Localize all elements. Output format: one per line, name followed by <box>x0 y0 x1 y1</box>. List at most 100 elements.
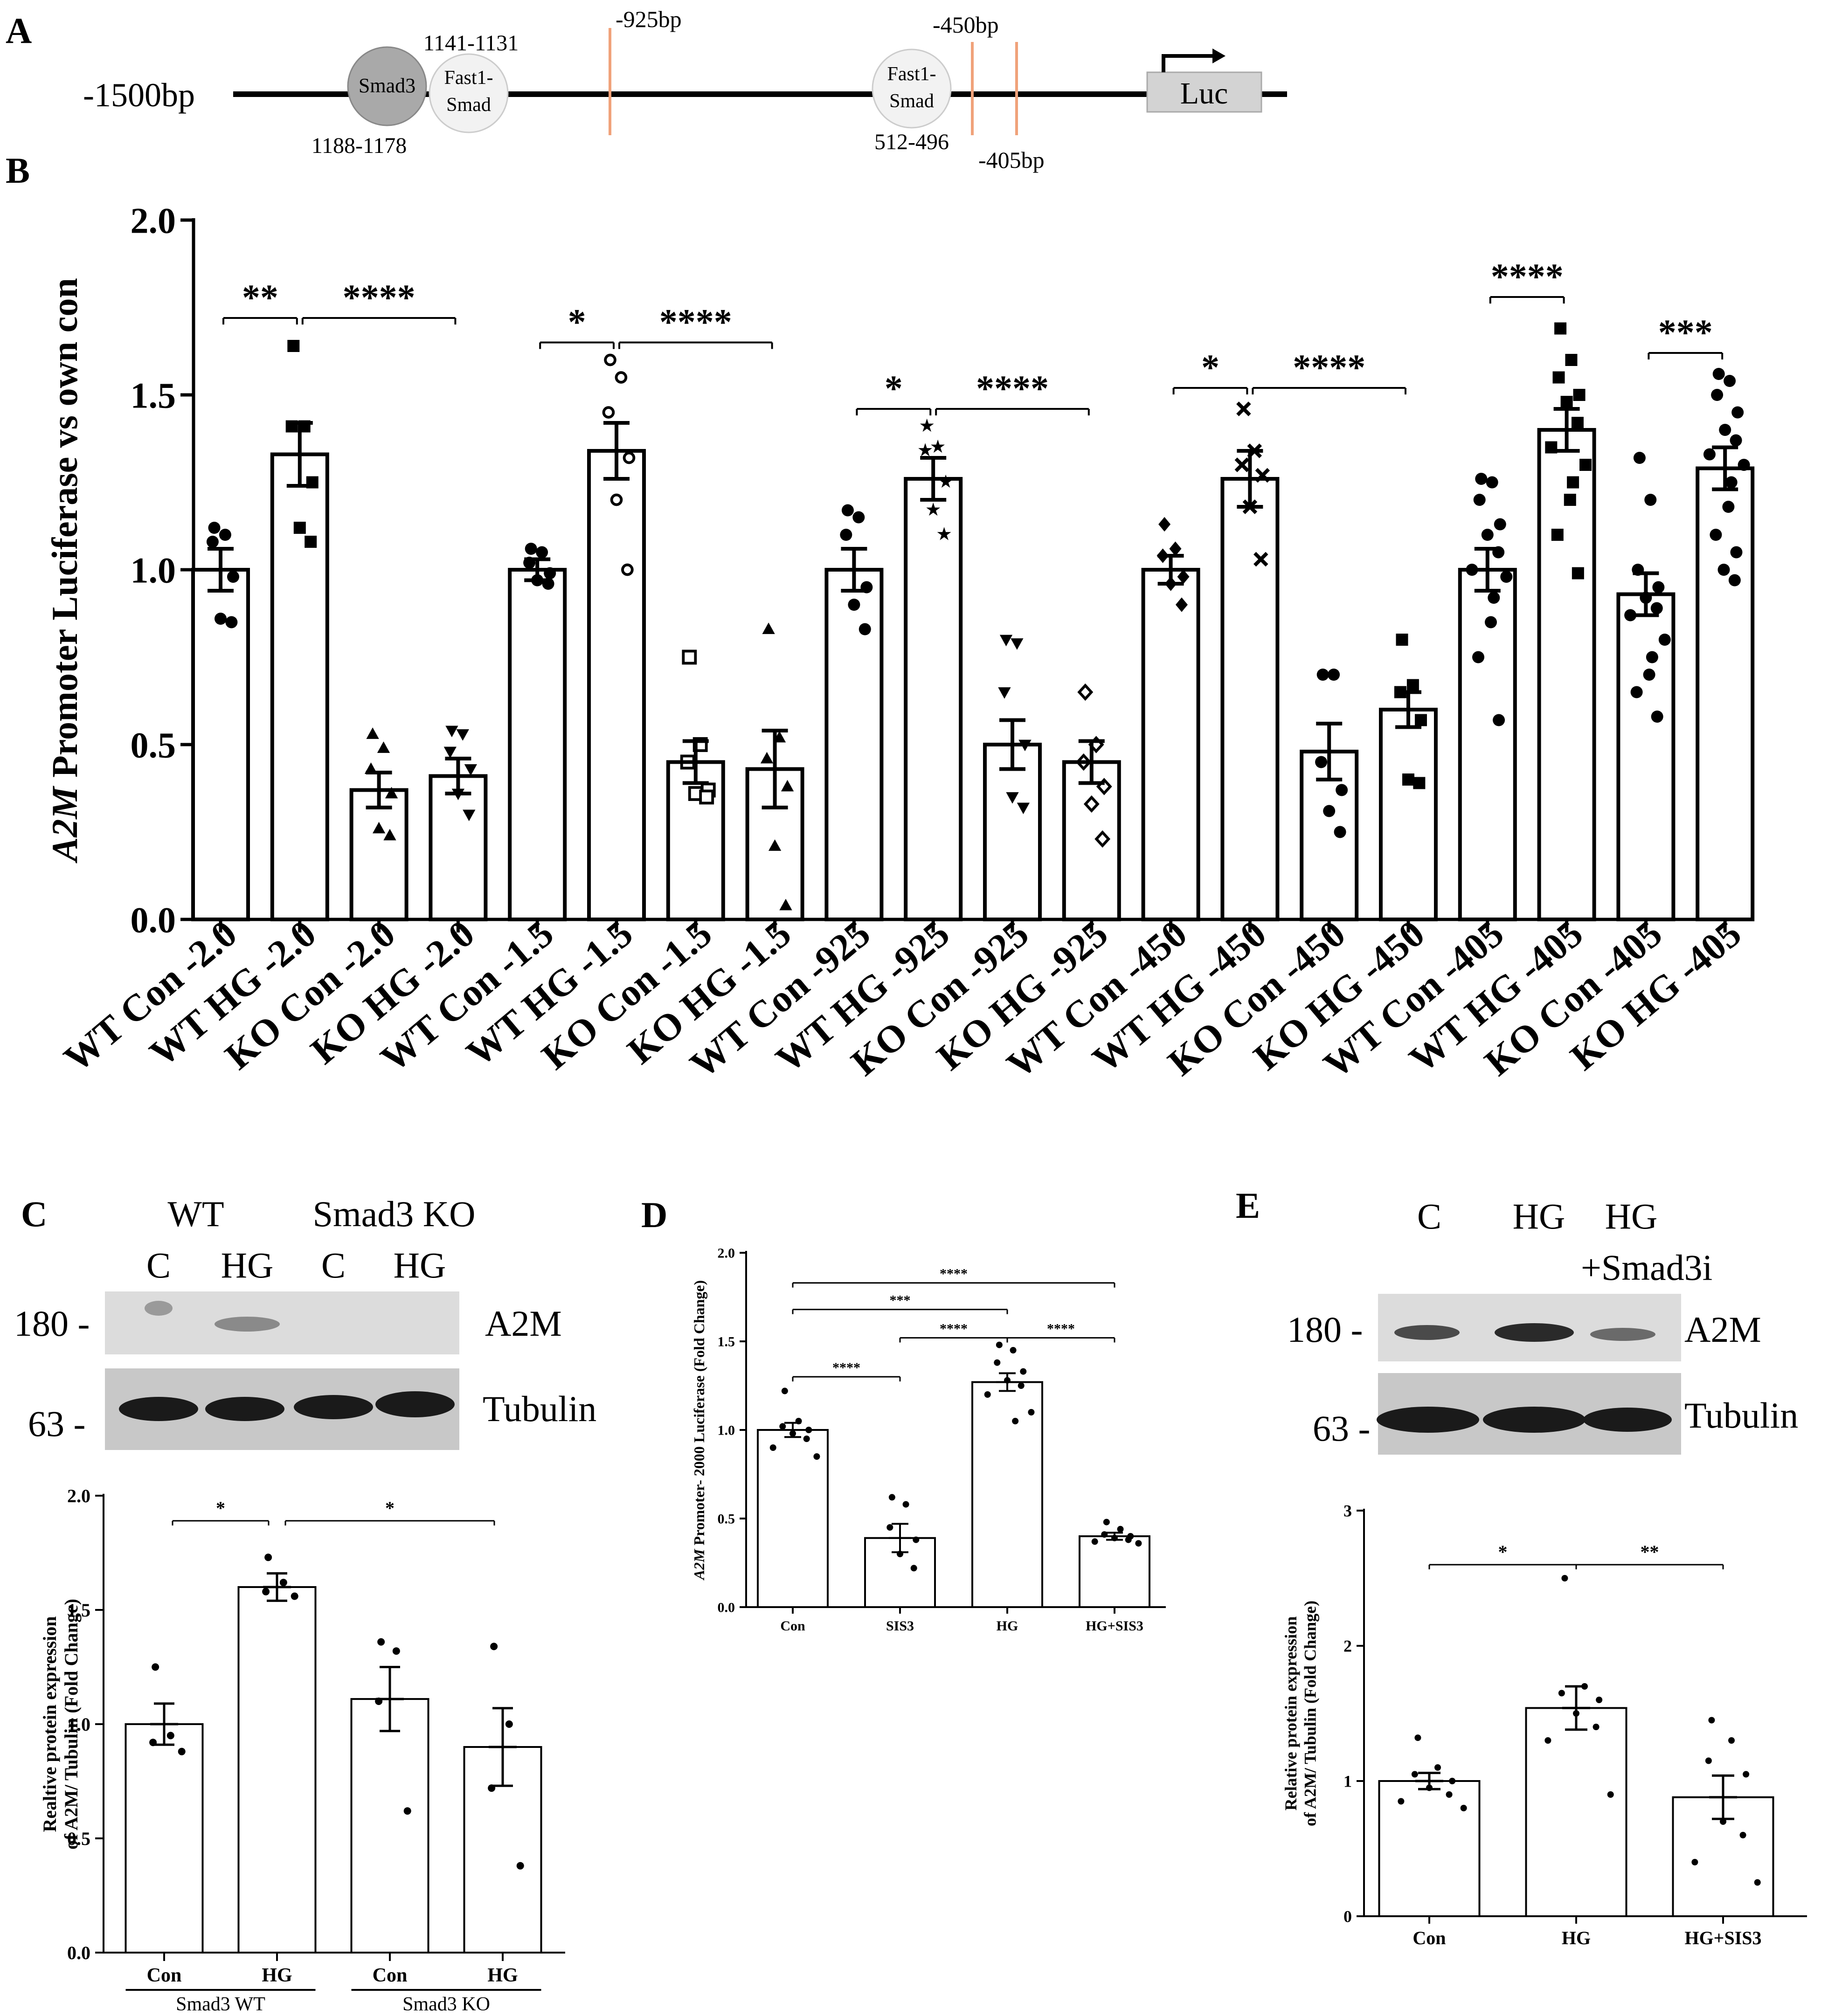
data-point <box>1731 406 1744 419</box>
data-point <box>403 1807 411 1815</box>
data-point <box>994 1359 1001 1366</box>
category-label: HG <box>487 1965 518 1986</box>
data-point <box>377 741 390 753</box>
data-point <box>1411 1771 1418 1778</box>
blot-c-tubulin-band-3 <box>294 1395 373 1419</box>
y-tick-label: 0.5 <box>131 725 176 765</box>
bar <box>587 449 646 921</box>
data-point <box>279 1579 287 1587</box>
data-point <box>1334 826 1346 838</box>
data-point <box>1460 1805 1467 1811</box>
panel-label-a: A <box>6 10 32 51</box>
data-point <box>1633 452 1646 464</box>
data-point <box>1579 459 1592 471</box>
data-point <box>264 1553 272 1561</box>
y-tick-label: 1.5 <box>67 1600 90 1621</box>
data-point <box>1711 389 1724 401</box>
fast1-site-label-1a: Fast1- <box>444 67 493 89</box>
data-point <box>999 635 1013 647</box>
category-label: Con <box>780 1618 805 1634</box>
data-point <box>1710 529 1722 541</box>
data-point <box>910 1565 917 1572</box>
data-point <box>208 522 221 534</box>
y-tick-label: 2.0 <box>131 200 176 241</box>
data-point <box>996 1341 1003 1348</box>
data-point <box>1158 517 1171 532</box>
data-point <box>1135 1540 1142 1547</box>
y-tick-label: 1.5 <box>131 375 176 415</box>
data-point <box>1117 1526 1124 1533</box>
y-axis-label: A2M Promoter- 2000 Luciferase (Fold Chan… <box>691 1280 707 1581</box>
data-point <box>602 406 615 419</box>
data-point: ★ <box>936 525 952 545</box>
y-tick-label: 1 <box>1343 1772 1352 1791</box>
data-point <box>623 451 636 464</box>
data-point <box>913 1536 920 1543</box>
data-point <box>1624 609 1637 621</box>
data-point <box>1398 1798 1405 1805</box>
data-point <box>1413 777 1426 789</box>
data-point <box>984 1391 991 1398</box>
cut-label-925: -925bp <box>616 6 682 32</box>
data-point <box>1402 773 1414 786</box>
bar <box>1616 592 1676 921</box>
data-point <box>1473 494 1486 506</box>
y-tick-label: 0.0 <box>131 899 176 940</box>
data-point <box>516 1862 524 1870</box>
data-point <box>1472 651 1485 663</box>
blot-e-mw-63: 63 - <box>1313 1408 1370 1449</box>
y-axis-label-italic: A2M <box>44 786 85 864</box>
blot-c-a2m-spot <box>145 1301 173 1316</box>
data-point <box>1028 1409 1035 1415</box>
data-point <box>1434 1764 1441 1771</box>
data-point <box>886 1524 893 1531</box>
data-point <box>227 571 239 583</box>
blot-e-lane-3-sub: +Smad3i <box>1581 1247 1712 1288</box>
data-point <box>1607 1791 1614 1798</box>
data-point <box>902 1501 909 1508</box>
bar <box>1458 568 1517 921</box>
cut-label-450: -450bp <box>933 12 999 38</box>
data-point <box>1018 1382 1025 1389</box>
data-point <box>1730 546 1743 559</box>
data-point: ★ <box>938 472 954 492</box>
data-point <box>293 522 306 534</box>
data-point <box>445 725 458 738</box>
category-label: Con <box>1413 1927 1446 1948</box>
data-point <box>840 529 852 541</box>
data-point <box>291 1592 298 1600</box>
y-tick-label: 1.0 <box>718 1423 735 1438</box>
blot-e-a2m-label: A2M <box>1684 1309 1761 1350</box>
sig-label: *** <box>1658 312 1713 352</box>
data-point <box>998 687 1011 699</box>
data-point <box>178 1747 186 1755</box>
y-tick-label: 0.0 <box>67 1942 90 1963</box>
data-point <box>1094 830 1111 848</box>
data-point <box>1705 1757 1712 1764</box>
data-point <box>1493 714 1505 726</box>
data-point <box>443 746 457 759</box>
bar <box>971 1381 1043 1608</box>
data-point <box>505 1720 513 1728</box>
data-point <box>219 529 231 541</box>
data-point <box>1651 711 1663 723</box>
data-point <box>464 764 478 776</box>
data-point <box>1017 802 1030 815</box>
y-tick-label: 2 <box>1343 1637 1352 1656</box>
blot-c-lane-3: C <box>321 1245 346 1285</box>
category-label: Con <box>147 1965 182 1986</box>
blot-c-group-wt: WT <box>167 1194 224 1234</box>
data-point <box>841 504 854 517</box>
data-point <box>813 1453 820 1460</box>
data-point <box>1573 389 1586 401</box>
data-point <box>377 1638 385 1646</box>
data-point <box>699 789 714 805</box>
y-tick-label: 2.0 <box>718 1246 735 1261</box>
y-tick-label: 0.0 <box>718 1600 735 1616</box>
data-point <box>1406 679 1419 691</box>
data-point <box>383 828 396 841</box>
data-point <box>1006 792 1019 804</box>
sig-label: * <box>568 302 586 342</box>
data-point <box>1571 417 1584 429</box>
y-axis-label-line: of A2M/ Tubulin (Fold Change) <box>61 1599 82 1850</box>
